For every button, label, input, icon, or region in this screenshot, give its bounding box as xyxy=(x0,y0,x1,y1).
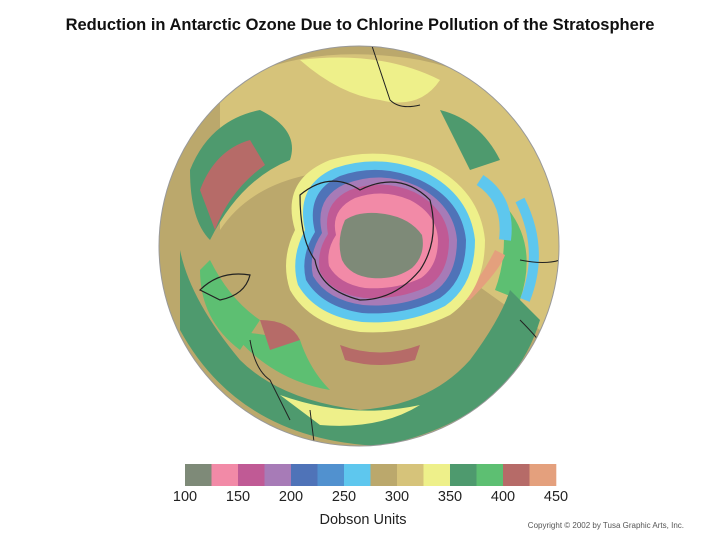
legend-tick-label: 350 xyxy=(437,489,463,505)
legend-tick-label: 200 xyxy=(278,489,304,505)
legend-swatch xyxy=(476,464,504,486)
map-title: Reduction in Antarctic Ozone Due to Chlo… xyxy=(65,16,655,34)
legend-swatch xyxy=(317,464,345,486)
legend-swatch xyxy=(397,464,424,486)
legend-tick-label: 400 xyxy=(490,489,516,505)
legend-swatch xyxy=(185,464,212,486)
legend-label: Dobson Units xyxy=(319,512,407,528)
globe-outline xyxy=(158,45,560,447)
legend-tick-label: 300 xyxy=(384,489,410,505)
legend-swatch xyxy=(370,464,398,486)
legend-tick-label: 450 xyxy=(543,489,569,505)
legend-swatch xyxy=(264,464,292,486)
legend-swatch xyxy=(450,464,477,486)
southern-hemisphere-globe xyxy=(159,46,559,446)
legend-tick-label: 150 xyxy=(225,489,251,505)
legend-color-bar xyxy=(185,464,557,486)
legend-tick-label: 100 xyxy=(172,489,198,505)
copyright-text: Copyright © 2002 by Tusa Graphic Arts, I… xyxy=(527,521,684,530)
legend-swatch xyxy=(211,464,239,486)
legend-swatch xyxy=(344,464,371,486)
legend-swatch xyxy=(529,464,557,486)
legend-tick-label: 250 xyxy=(331,489,357,505)
legend-swatch xyxy=(423,464,451,486)
legend-swatch xyxy=(238,464,265,486)
legend-swatch xyxy=(291,464,318,486)
legend-swatch xyxy=(503,464,530,486)
